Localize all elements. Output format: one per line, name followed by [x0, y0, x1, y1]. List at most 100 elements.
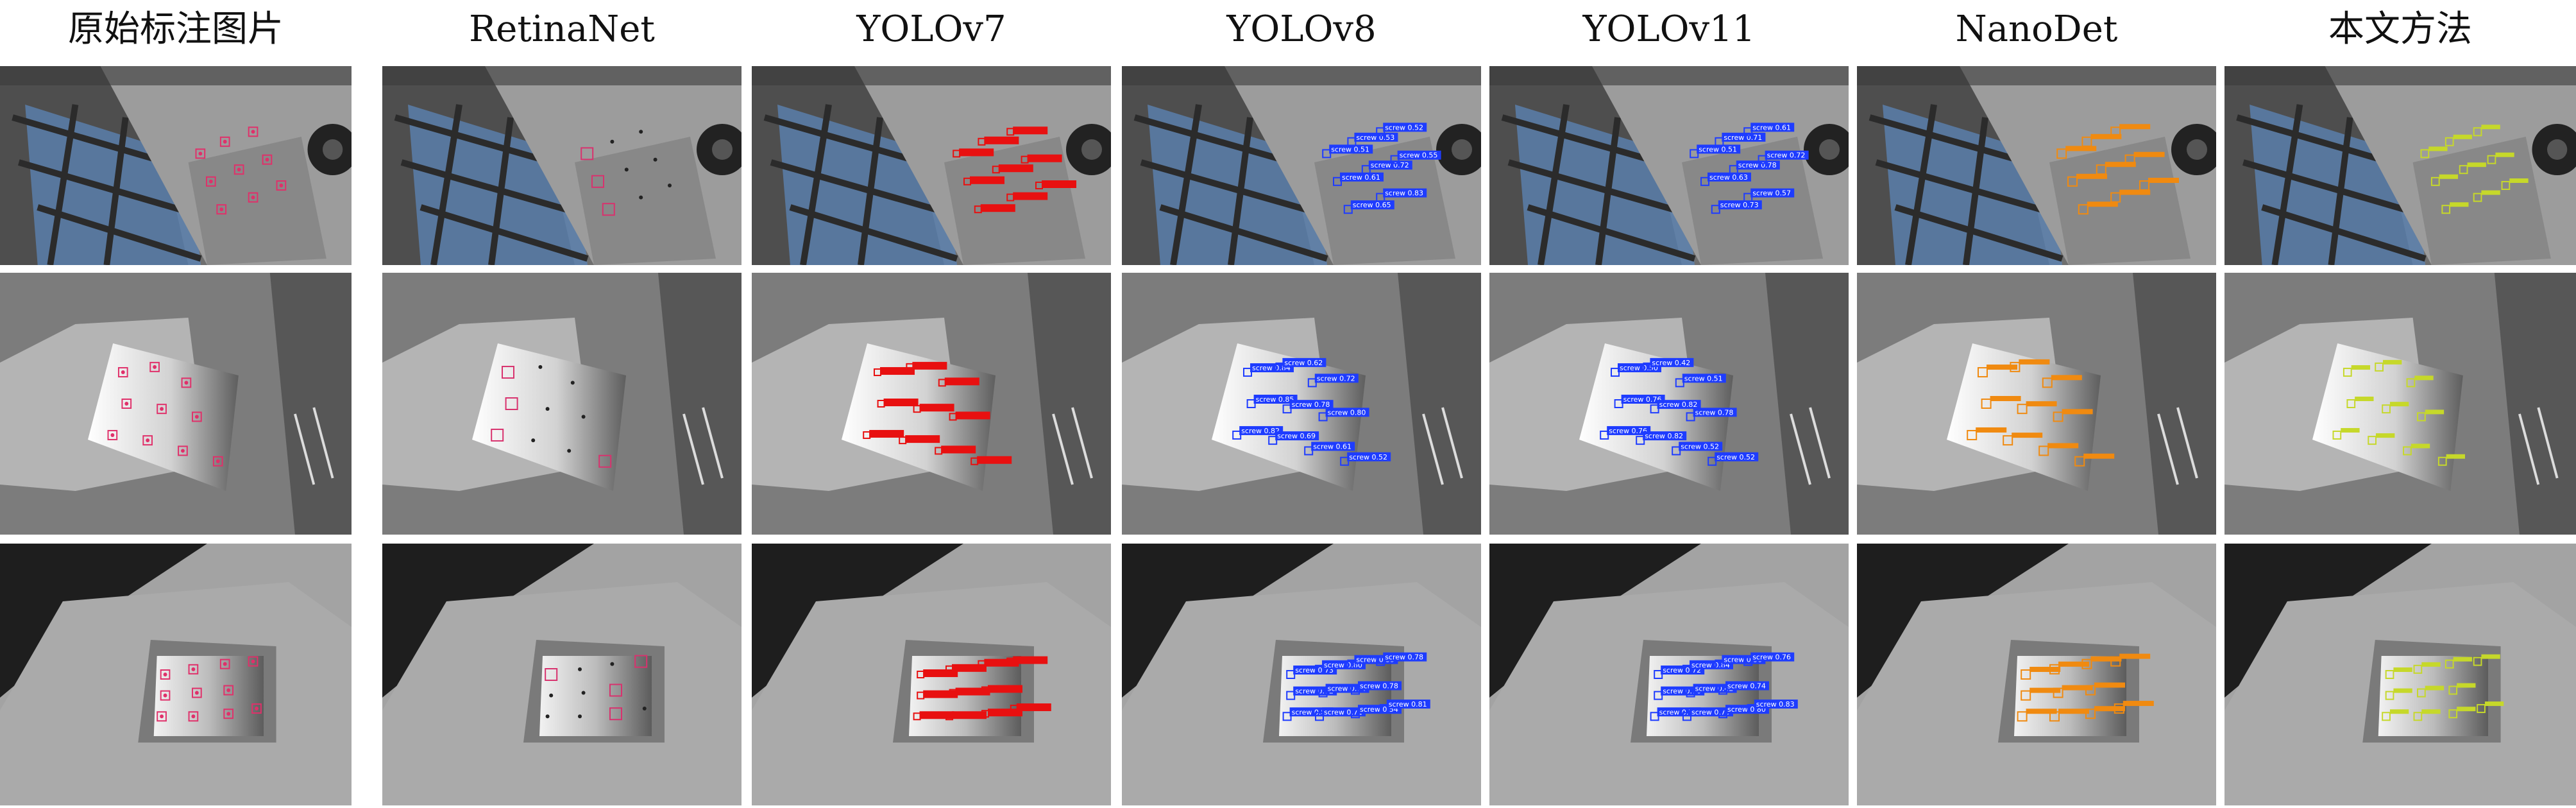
yolov7-label — [880, 367, 915, 375]
yolo-label-bg — [1383, 188, 1427, 198]
gt-box — [219, 136, 230, 147]
yolov7-label — [959, 148, 994, 157]
result-image-yolov11-scene-1: screw 0.51 screw 0.71 screw 0.61 screw 0… — [1489, 66, 1849, 265]
ours-box — [2413, 712, 2423, 721]
result-image-ours-scene-1 — [2224, 66, 2576, 265]
yolo-label: screw 0.61 — [1342, 173, 1380, 182]
yolov7-label — [905, 435, 940, 443]
ours-box — [2346, 399, 2356, 408]
ours-box — [2382, 712, 2391, 721]
ours-box — [2501, 181, 2511, 190]
yolo-label-bg — [1354, 132, 1398, 142]
ours-box — [2473, 193, 2482, 202]
retina-box — [634, 655, 648, 668]
scene-conveyor-top-view: screw 0.51 screw 0.71 screw 0.61 screw 0… — [1489, 66, 1849, 265]
yolo-label: screw 0.85 — [1256, 395, 1294, 404]
yolov7-label — [977, 456, 1012, 464]
yolov7-label — [883, 399, 919, 406]
result-image-gt-scene-1 — [0, 66, 352, 265]
yolo-label: screw 0.52 — [1349, 453, 1387, 461]
yolo-label-bg — [1397, 150, 1441, 160]
scene-dark-plate-table — [752, 544, 1111, 805]
yolo-label-bg — [1765, 150, 1809, 160]
ours-box — [2385, 691, 2394, 700]
gt-box — [192, 687, 202, 698]
gt-box — [188, 711, 199, 722]
ours-box — [2473, 127, 2482, 137]
gt-box — [107, 429, 118, 440]
gt-box — [248, 126, 258, 137]
result-image-yolov7-scene-3 — [752, 544, 1111, 805]
nanodet-box — [2053, 687, 2063, 698]
yolo-label-bg — [1736, 160, 1780, 170]
gt-box — [248, 192, 258, 203]
yolo-label: screw 0.78 — [1360, 682, 1398, 690]
ours-box — [2445, 659, 2454, 669]
yolov7-label — [923, 669, 958, 677]
yolo-label: screw 0.62 — [1284, 359, 1323, 367]
yolo-label: screw 0.72 — [1767, 151, 1806, 160]
yolov7-label — [1013, 656, 1048, 664]
nanodet-box — [2081, 136, 2092, 147]
yolo-label-bg — [1350, 200, 1394, 210]
nanodet-box — [2017, 404, 2028, 415]
gt-box — [149, 361, 160, 372]
yolov7-label — [1016, 703, 1051, 712]
scene-conveyor-top-view — [382, 66, 741, 265]
yolo-label: screw 0.77 — [1659, 708, 1698, 716]
ours-box — [2437, 456, 2447, 466]
yolo-label: screw 0.82 — [1241, 427, 1280, 435]
yolo-label: screw 0.83 — [1385, 189, 1423, 198]
gt-box — [192, 411, 202, 422]
gt-box — [276, 180, 287, 191]
result-image-yolov11-scene-2: screw 0.50 screw 0.42 screw 0.51 screw 0… — [1489, 273, 1849, 535]
yolo-label: screw 0.65 — [1353, 201, 1391, 209]
gt-box — [223, 709, 234, 719]
retina-box — [545, 668, 558, 681]
scene-dark-plate-table — [382, 544, 741, 805]
yolo-label-bg — [1750, 123, 1795, 132]
gt-box — [219, 658, 230, 669]
yolo-label-bg — [1314, 374, 1359, 383]
nanodet-box — [2049, 664, 2060, 675]
yolo-label-bg — [1650, 357, 1694, 367]
yolo-label-bg — [1275, 431, 1319, 441]
ours-box — [2417, 412, 2426, 422]
nanodet-box — [2110, 192, 2121, 203]
result-image-yolov8-scene-1: screw 0.51 screw 0.53 screw 0.52 screw 0… — [1122, 66, 1481, 265]
nanodet-box — [2053, 411, 2063, 422]
result-image-gt-scene-3 — [0, 544, 352, 805]
retina-box — [591, 175, 604, 188]
yolo-label-bg — [1386, 700, 1430, 709]
nanodet-box — [2074, 456, 2085, 467]
ours-box — [2448, 685, 2458, 695]
ours-box — [2487, 155, 2496, 164]
ours-box — [2343, 368, 2352, 377]
yolo-label-bg — [1311, 442, 1355, 451]
ours-box — [2406, 378, 2416, 388]
ours-box — [2368, 436, 2377, 445]
yolo-label-bg — [1383, 123, 1427, 132]
yolo-label-bg — [1722, 132, 1766, 142]
ours-box — [2382, 404, 2391, 414]
ours-box — [2430, 176, 2440, 186]
yolo-label-bg — [1693, 408, 1737, 417]
gt-box — [142, 435, 153, 446]
yolo-label: screw 0.61 — [1313, 442, 1352, 451]
yolo-label: screw 0.55 — [1400, 151, 1438, 160]
yolov7-label — [869, 429, 904, 438]
column-title-yolov7: YOLOv7 — [856, 8, 1006, 50]
nanodet-box — [2042, 377, 2053, 388]
yolo-label: screw 0.52 — [1385, 123, 1423, 132]
yolo-label-bg — [1697, 144, 1741, 154]
yolo-label-bg — [1358, 681, 1402, 691]
ours-box — [2459, 165, 2468, 175]
gt-box — [251, 703, 262, 714]
scene-conveyor-top-view — [2224, 66, 2576, 265]
nanodet-box — [2085, 709, 2096, 719]
yolo-label-bg — [1718, 200, 1762, 210]
yolo-label-bg — [1340, 172, 1384, 182]
yolo-label: screw 0.76 — [1752, 653, 1791, 662]
yolov7-label — [912, 361, 947, 370]
nanodet-box — [2110, 656, 2121, 667]
